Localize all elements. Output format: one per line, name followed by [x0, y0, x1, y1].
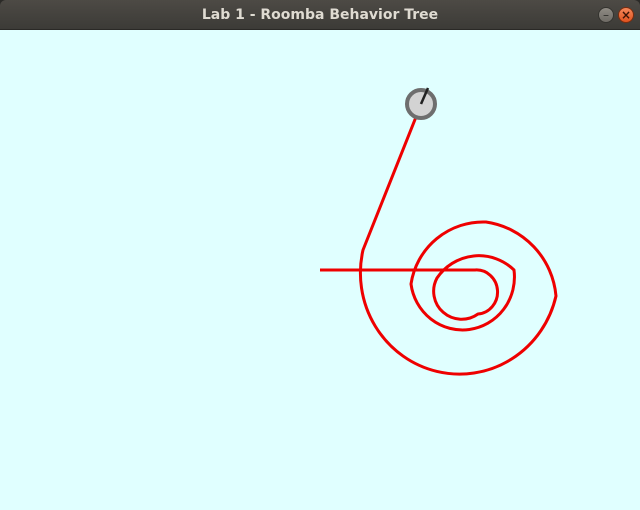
- close-button[interactable]: ×: [618, 7, 634, 23]
- simulation-svg: [320, 87, 558, 376]
- robot-heading-indicator: [419, 87, 430, 105]
- robot-path: [320, 116, 558, 376]
- close-icon: ×: [620, 8, 632, 22]
- window-title: Lab 1 - Roomba Behavior Tree: [201, 7, 439, 23]
- roomba-robot: [405, 87, 437, 120]
- minimize-icon: –: [603, 8, 609, 22]
- title-bar[interactable]: Lab 1 - Roomba Behavior Tree – ×: [0, 0, 640, 30]
- minimize-button[interactable]: –: [598, 7, 614, 23]
- simulation-canvas[interactable]: [0, 30, 640, 510]
